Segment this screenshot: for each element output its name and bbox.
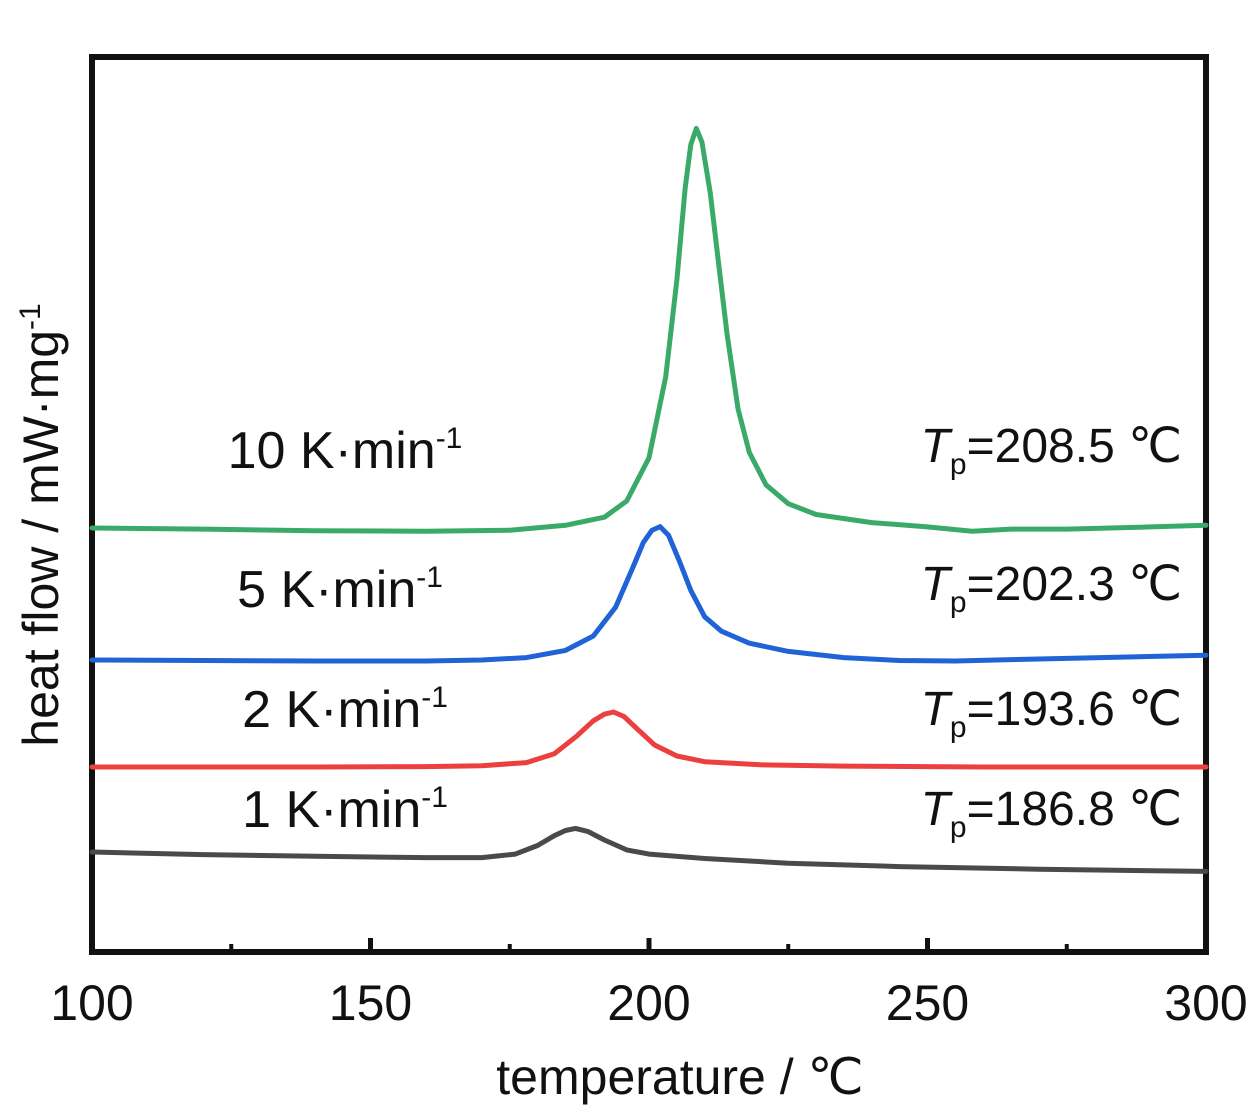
peak-temperature-label: Tp=208.5 ℃ — [921, 420, 1182, 481]
x-ticks: 100 150 200 250 300 — [50, 938, 1248, 1031]
peak-temperature-label: Tp=186.8 ℃ — [921, 783, 1182, 844]
series-label-sup: -1 — [416, 561, 443, 594]
series-label-name: 5 K·min — [237, 561, 416, 619]
x-tick-label: 250 — [886, 975, 969, 1031]
series-label-name: 2 K·min — [242, 681, 421, 739]
series-label-name: 1 K·min — [242, 781, 421, 839]
peak-label-T: T — [921, 683, 954, 736]
series-layer — [89, 125, 1209, 874]
series-label-sup: -1 — [421, 681, 448, 714]
x-tick-label: 300 — [1164, 975, 1247, 1031]
peak-label-sub: p — [950, 711, 967, 744]
peak-label-sub: p — [950, 448, 967, 481]
x-tick-label: 150 — [329, 975, 412, 1031]
peak-label-value: =202.3 ℃ — [967, 558, 1182, 611]
series-line — [89, 709, 1209, 770]
peak-temperature-label: Tp=202.3 ℃ — [921, 558, 1182, 619]
series-label: 10 K·min-1 — [228, 422, 463, 480]
y-axis-title: heat flow / mW·mg-1 — [13, 303, 69, 746]
series-label: 2 K·min-1 — [242, 681, 448, 739]
peak-label-T: T — [921, 420, 954, 473]
peak-label-value: =193.6 ℃ — [967, 683, 1182, 736]
x-tick-label: 200 — [607, 975, 690, 1031]
series-label: 5 K·min-1 — [237, 561, 443, 619]
peak-label-value: =208.5 ℃ — [967, 420, 1182, 473]
series-label-sup: -1 — [421, 781, 448, 814]
peak-temperature-label: Tp=193.6 ℃ — [921, 683, 1182, 744]
series-line — [89, 125, 1209, 534]
peak-label-sub: p — [950, 811, 967, 844]
y-axis-title-sup: -1 — [14, 303, 47, 330]
x-tick-label: 100 — [50, 975, 133, 1031]
series-label: 1 K·min-1 — [242, 781, 448, 839]
peak-label-sub: p — [950, 586, 967, 619]
peak-label-T: T — [921, 558, 954, 611]
series-label-name: 10 K·min — [228, 422, 436, 480]
x-axis-title: temperature / ℃ — [496, 1049, 863, 1105]
series-label-sup: -1 — [436, 422, 463, 455]
peak-label-T: T — [921, 783, 954, 836]
series-line — [89, 825, 1209, 874]
y-axis-title-main: heat flow / mW·mg — [13, 330, 69, 747]
labels-layer: 10 K·min-1 Tp=208.5 ℃5 K·min-1 Tp=202.3 ℃2… — [228, 420, 1182, 844]
series-line — [89, 524, 1209, 664]
peak-label-value: =186.8 ℃ — [967, 783, 1182, 836]
